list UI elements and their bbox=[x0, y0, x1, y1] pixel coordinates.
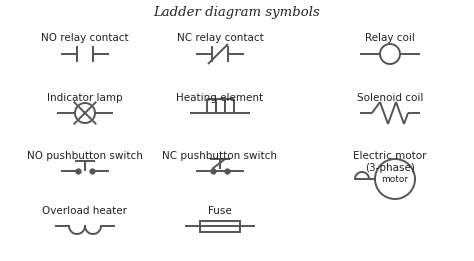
Text: Fuse: Fuse bbox=[208, 206, 232, 216]
Text: Overload heater: Overload heater bbox=[43, 206, 128, 216]
Text: Electric motor
(3-phase): Electric motor (3-phase) bbox=[353, 151, 427, 173]
Text: NO pushbutton switch: NO pushbutton switch bbox=[27, 151, 143, 161]
Text: Solenoid coil: Solenoid coil bbox=[357, 93, 423, 103]
Text: NC pushbutton switch: NC pushbutton switch bbox=[163, 151, 277, 161]
Text: Ladder diagram symbols: Ladder diagram symbols bbox=[154, 6, 320, 19]
Text: NC relay contact: NC relay contact bbox=[177, 33, 264, 43]
Text: motor: motor bbox=[382, 175, 409, 183]
Text: Indicator lamp: Indicator lamp bbox=[47, 93, 123, 103]
Text: NO relay contact: NO relay contact bbox=[41, 33, 129, 43]
Text: Heating element: Heating element bbox=[176, 93, 264, 103]
Text: Relay coil: Relay coil bbox=[365, 33, 415, 43]
